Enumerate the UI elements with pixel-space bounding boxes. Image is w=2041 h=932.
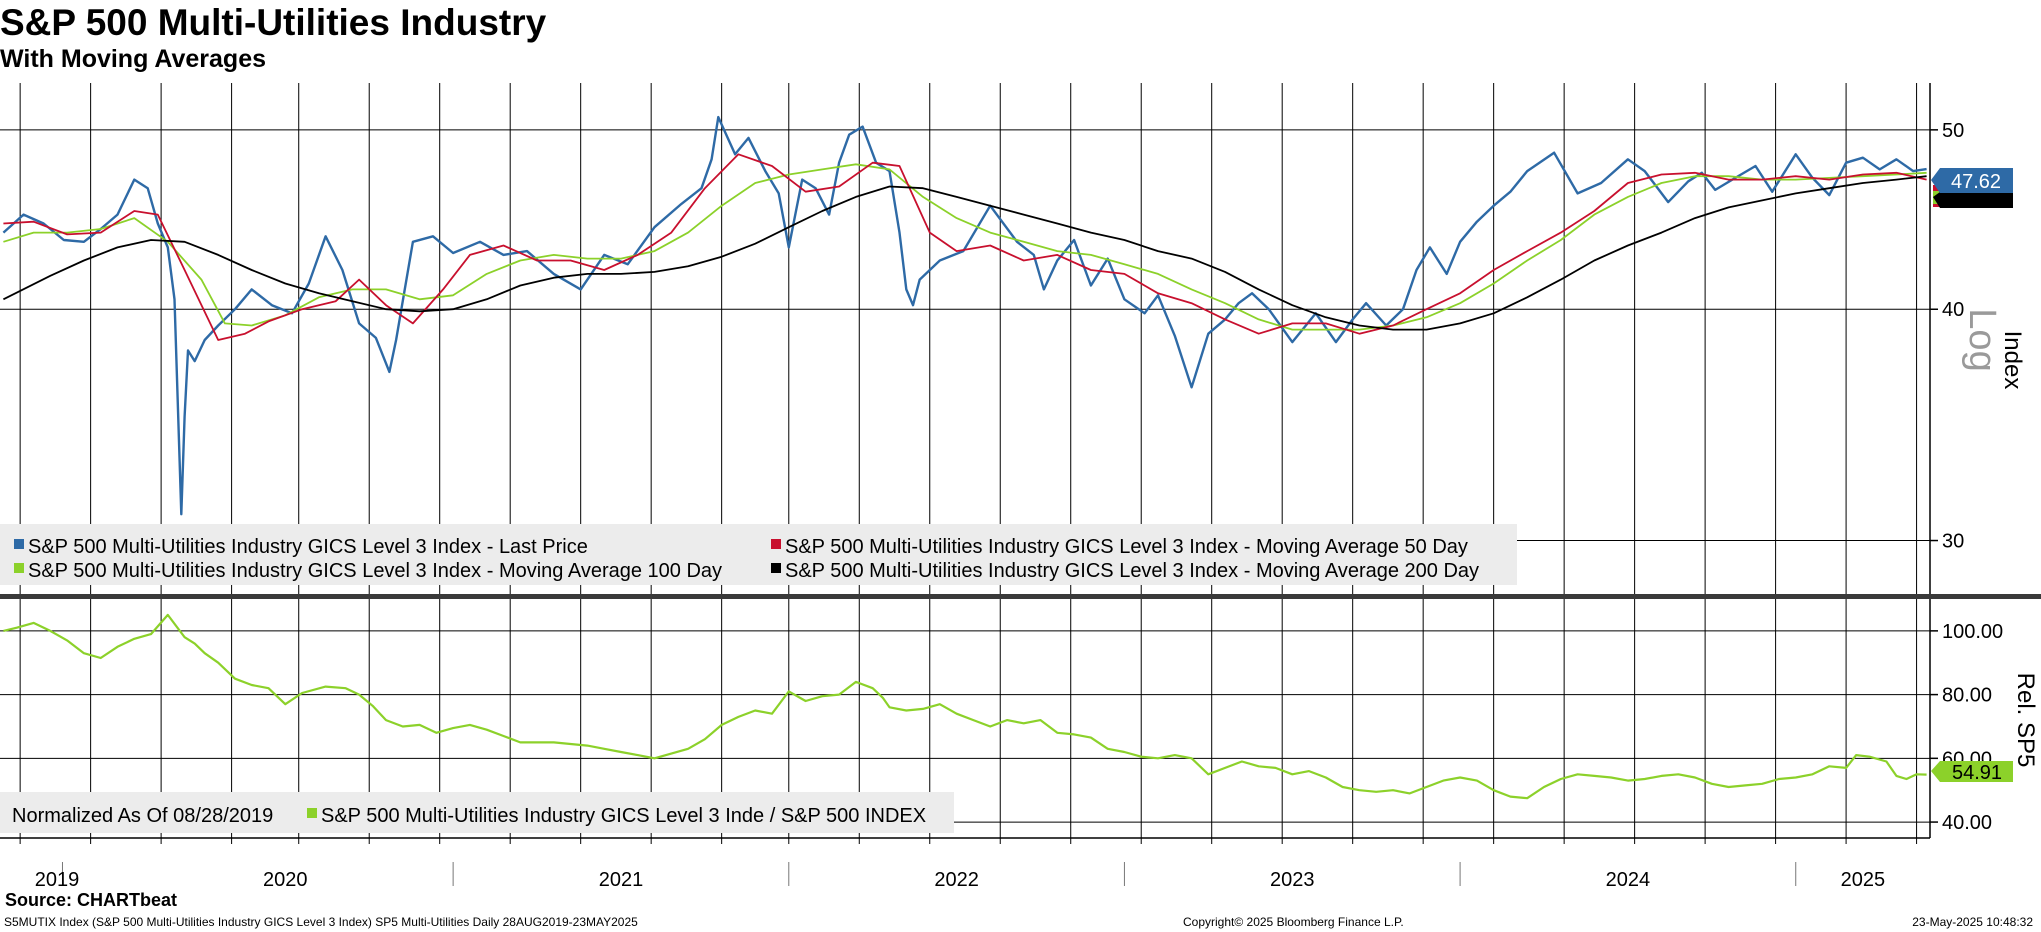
legend-price: S&P 500 Multi-Utilities Industry GICS Le… (28, 536, 588, 558)
lower-series-group (3, 613, 1927, 800)
upper-ytick-label-0: 50 (1942, 120, 1964, 142)
chart-subtitle: With Moving Averages (0, 45, 267, 73)
lower-ytick-label-1: 80.00 (1942, 685, 1992, 707)
chart-title: S&P 500 Multi-Utilities Industry (0, 2, 547, 43)
source-note: Source: CHARTbeat (5, 890, 178, 910)
x-tick-label-2022: 2022 (934, 869, 979, 891)
badge-price-value: 47.62 (1951, 171, 2001, 193)
x-tick-label-2021: 2021 (599, 869, 644, 891)
series-line-ma50 (3, 153, 1927, 341)
series-line-relative (3, 613, 1927, 800)
legend-swatch-relative (307, 808, 317, 818)
upper-y-ticks: 50 40 30 (1930, 120, 1964, 553)
legend-ma100: S&P 500 Multi-Utilities Industry GICS Le… (28, 560, 722, 582)
upper-legend-box (0, 524, 1517, 585)
series-line-price (2, 115, 1927, 516)
lower-legend-box (0, 792, 954, 833)
series-line-ma100 (3, 163, 1927, 331)
x-tick-label-2020: 2020 (263, 869, 308, 891)
log-scale-label: Log (1961, 308, 2003, 371)
x-tick-label-2023: 2023 (1270, 869, 1315, 891)
last-value-badges: 47.62 (1931, 168, 2013, 208)
badge-relative-value: 54.91 (1952, 762, 2002, 784)
legend-swatch-ma100 (14, 563, 24, 573)
copyright: Copyright© 2025 Bloomberg Finance L.P. (1183, 915, 1404, 929)
upper-panel-frame (0, 83, 1930, 596)
upper-series-group (2, 115, 1927, 516)
lower-ytick-label-0: 100.00 (1942, 621, 2003, 643)
upper-gridlines (0, 83, 1930, 596)
upper-ytick-label-2: 30 (1942, 531, 1964, 553)
x-tick-label-2025: 2025 (1841, 869, 1886, 891)
legend-swatch-price (14, 539, 24, 549)
ticker-info: S5MUTIX Index (S&P 500 Multi-Utilities I… (4, 915, 638, 929)
lower-y-label: Rel. SP5 (2012, 673, 2039, 768)
badge-relative (1931, 761, 2013, 782)
badge-price (1931, 168, 2013, 193)
legend-relative: S&P 500 Multi-Utilities Industry GICS Le… (321, 805, 926, 827)
legend-ma50: S&P 500 Multi-Utilities Industry GICS Le… (785, 536, 1468, 558)
x-axis: 2019 2020 2021 2022 2023 2024 2025 (19, 838, 1918, 891)
legend-swatch-ma200 (771, 563, 781, 573)
x-tick-label-2024: 2024 (1606, 869, 1651, 891)
legend-swatch-ma50 (771, 539, 781, 549)
badge-ma200 (1933, 192, 2013, 208)
lower-ytick-label-3: 40.00 (1942, 812, 1992, 834)
upper-y-label: Index (1999, 331, 2026, 390)
legend-ma200: S&P 500 Multi-Utilities Industry GICS Le… (785, 560, 1479, 582)
upper-ytick-label-1: 40 (1942, 299, 1964, 321)
normalized-note: Normalized As Of 08/28/2019 (12, 805, 273, 827)
series-line-ma200 (2, 175, 1927, 331)
panel-separator (0, 594, 2041, 599)
x-tick-label-2019: 2019 (35, 869, 80, 891)
timestamp: 23-May-2025 10:48:32 (1912, 915, 2033, 929)
